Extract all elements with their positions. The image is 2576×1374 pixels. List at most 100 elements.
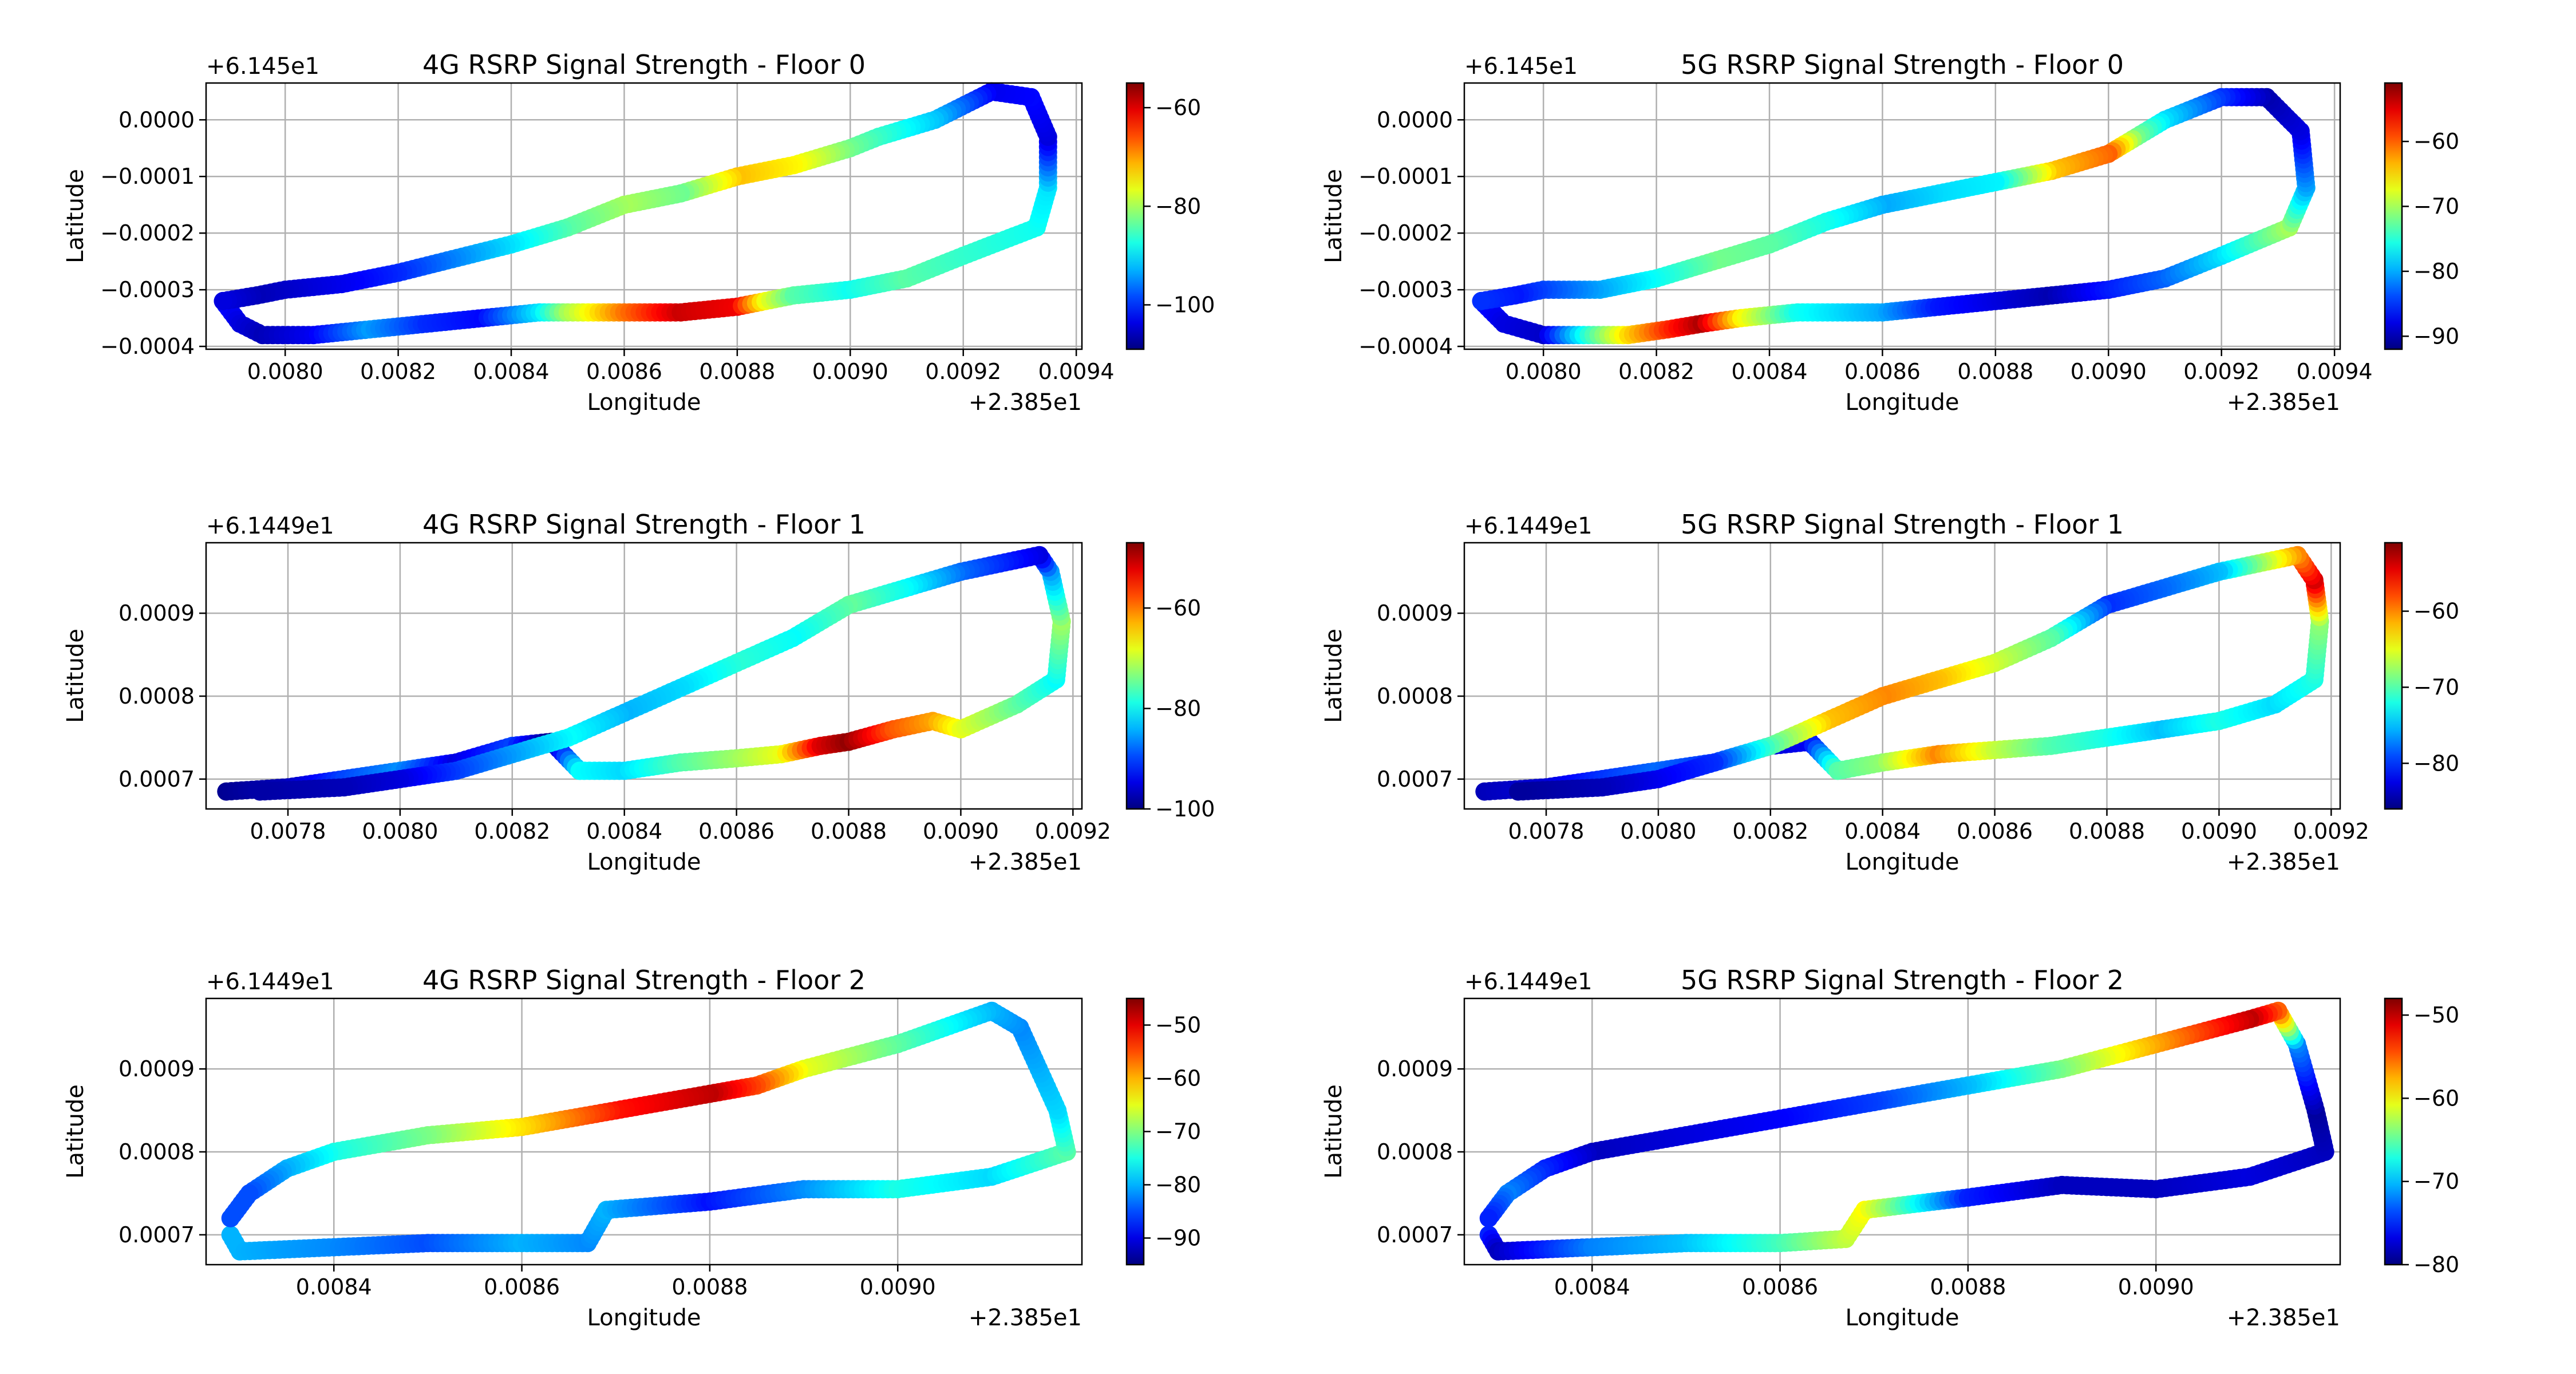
x-axis-label: Longitude — [1846, 849, 1959, 875]
x-tick-label: 0.0092 — [2293, 819, 2369, 844]
x-tick-label: 0.0090 — [860, 1274, 936, 1300]
x-tick-label: 0.0092 — [2183, 359, 2259, 384]
x-tick-label: 0.0084 — [1554, 1274, 1630, 1300]
y-offset-label: +6.1449e1 — [1464, 513, 1593, 539]
x-offset-label: +2.385e1 — [969, 849, 1082, 875]
x-tick-label: 0.0082 — [1732, 819, 1808, 844]
x-tick-label: 0.0094 — [2297, 359, 2373, 384]
colorbar-tick-label: −50 — [1155, 1013, 1201, 1038]
y-tick-label: 0.0008 — [1377, 684, 1453, 709]
signal-point — [251, 782, 269, 801]
colorbar-tick-label: −80 — [1155, 194, 1201, 219]
x-offset-label: +2.385e1 — [969, 389, 1082, 416]
y-axis-label: Latitude — [1321, 1084, 1347, 1179]
colorbar-tick-label: −60 — [2413, 599, 2459, 624]
y-tick-label: 0.0008 — [118, 684, 195, 709]
plot-frame — [1463, 542, 2341, 810]
x-offset-label: +2.385e1 — [2227, 389, 2340, 416]
subplot-3: 0.0078 0.0080 0.0082 0.0084 0.0086 0.0088 0.00… — [62, 509, 1215, 875]
x-tick-label: 0.0084 — [1844, 819, 1921, 844]
signal-points — [1475, 546, 2329, 801]
x-tick-label: 0.0090 — [2071, 359, 2147, 384]
y-axis-label: Latitude — [62, 1084, 89, 1179]
x-offset-label: +2.385e1 — [2227, 1305, 2340, 1331]
colorbar-tick-label: −90 — [2413, 323, 2459, 349]
y-tick-label: 0.0007 — [118, 767, 195, 792]
colorbar — [1125, 542, 1145, 810]
x-tick-label: 0.0088 — [1930, 1274, 2006, 1300]
subplot-title: 4G RSRP Signal Strength - Floor 2 — [422, 965, 866, 996]
signal-point — [214, 291, 232, 310]
subplot-title: 4G RSRP Signal Strength - Floor 1 — [422, 509, 866, 540]
x-tick-label: 0.0080 — [1506, 359, 1582, 384]
y-offset-label: +6.145e1 — [1464, 53, 1578, 80]
x-tick-label: 0.0080 — [362, 819, 438, 844]
colorbar-tick-label: −80 — [2413, 259, 2459, 284]
y-tick-label: 0.0008 — [118, 1139, 195, 1164]
subplot-title: 5G RSRP Signal Strength - Floor 0 — [1681, 49, 2124, 80]
x-tick-label: 0.0088 — [671, 1274, 748, 1300]
signal-points — [1472, 88, 2316, 345]
y-tick-label: 0.0000 — [118, 107, 195, 132]
colorbar — [2384, 82, 2403, 350]
y-tick-label: 0.0008 — [1377, 1139, 1453, 1164]
signal-points — [214, 82, 1057, 345]
y-tick-label: 0.0009 — [1377, 1056, 1453, 1081]
y-tick-label: −0.0004 — [1358, 334, 1453, 359]
signal-point — [1479, 1209, 1498, 1227]
y-tick-label: 0.0000 — [1377, 107, 1453, 132]
x-tick-label: 0.0094 — [1038, 359, 1115, 384]
colorbar — [2384, 997, 2403, 1266]
x-tick-label: 0.0090 — [2118, 1274, 2194, 1300]
colorbar-tick-label: −60 — [2413, 129, 2459, 154]
y-axis-label: Latitude — [62, 169, 89, 263]
y-axis-label: Latitude — [1321, 629, 1347, 723]
subplot-title: 4G RSRP Signal Strength - Floor 0 — [422, 49, 866, 80]
x-tick-label: 0.0078 — [1508, 819, 1585, 844]
subplot-title: 5G RSRP Signal Strength - Floor 2 — [1681, 965, 2124, 996]
x-tick-label: 0.0080 — [247, 359, 323, 384]
x-tick-label: 0.0084 — [1732, 359, 1808, 384]
plot-frame — [205, 542, 1083, 810]
colorbar — [1125, 82, 1145, 350]
x-tick-label: 0.0092 — [1035, 819, 1111, 844]
colorbar-tick-label: −80 — [1155, 1172, 1201, 1198]
colorbar-tick-label: −90 — [1155, 1226, 1201, 1251]
x-tick-label: 0.0080 — [1620, 819, 1696, 844]
signal-points — [1479, 1001, 2334, 1261]
y-tick-label: 0.0009 — [118, 601, 195, 626]
colorbar-tick-label: −70 — [2413, 1169, 2459, 1194]
y-tick-label: −0.0003 — [1358, 277, 1453, 302]
x-tick-label: 0.0078 — [250, 819, 326, 844]
x-tick-label: 0.0090 — [812, 359, 888, 384]
signal-point — [1472, 291, 1491, 310]
y-tick-label: −0.0003 — [100, 277, 195, 302]
x-tick-label: 0.0088 — [699, 359, 775, 384]
x-tick-label: 0.0090 — [923, 819, 999, 844]
y-axis-label: Latitude — [1321, 169, 1347, 263]
x-tick-label: 0.0086 — [1844, 359, 1921, 384]
x-axis-label: Longitude — [1846, 389, 1959, 416]
colorbar-tick-label: −60 — [2413, 1085, 2459, 1111]
colorbar-tick-label: −70 — [2413, 674, 2459, 700]
y-tick-label: −0.0001 — [1358, 164, 1453, 189]
x-tick-label: 0.0084 — [473, 359, 550, 384]
y-offset-label: +6.145e1 — [206, 53, 319, 80]
y-tick-label: −0.0001 — [100, 164, 195, 189]
colorbar-tick-label: −100 — [1155, 796, 1215, 822]
x-tick-label: 0.0092 — [925, 359, 1001, 384]
x-tick-label: 0.0082 — [360, 359, 436, 384]
y-offset-label: +6.1449e1 — [1464, 969, 1593, 995]
y-tick-label: 0.0009 — [1377, 601, 1453, 626]
x-tick-label: 0.0086 — [1742, 1274, 1818, 1300]
colorbar-tick-label: −50 — [2413, 1002, 2459, 1028]
y-tick-label: −0.0004 — [100, 334, 195, 359]
x-axis-label: Longitude — [1846, 1305, 1959, 1331]
subplot-5: 0.0084 0.0086 0.0088 0.0090 0.0007 0.0008 0.00… — [62, 965, 1201, 1331]
y-tick-label: 0.0007 — [118, 1222, 195, 1247]
x-tick-label: 0.0086 — [484, 1274, 560, 1300]
x-tick-label: 0.0086 — [1957, 819, 2033, 844]
y-offset-label: +6.1449e1 — [206, 513, 334, 539]
x-tick-label: 0.0090 — [2181, 819, 2257, 844]
